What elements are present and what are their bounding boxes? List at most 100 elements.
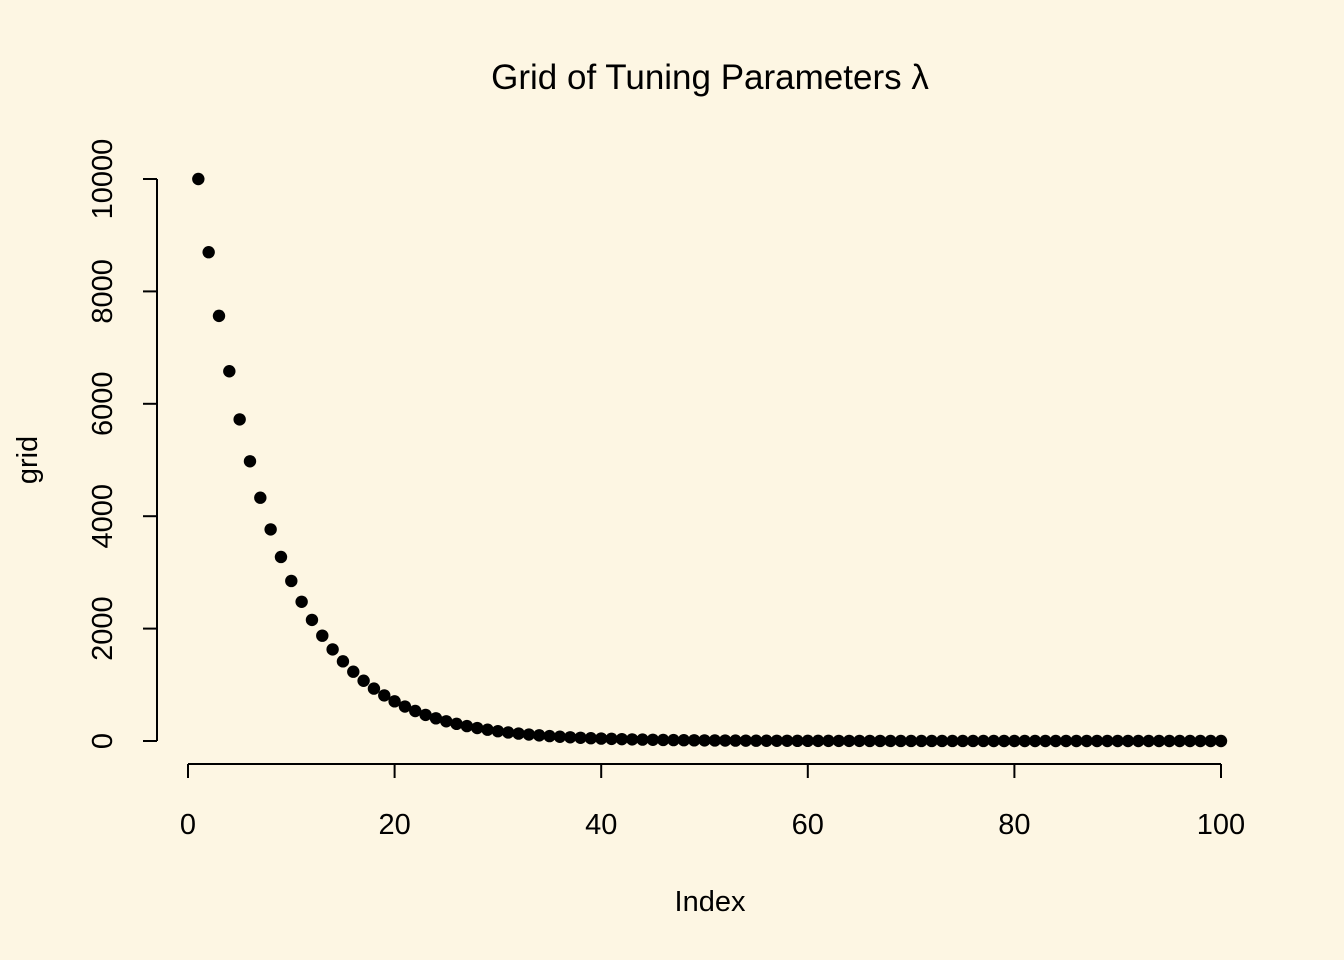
data-point xyxy=(832,734,845,748)
data-point xyxy=(749,734,763,747)
data-point xyxy=(336,655,350,668)
data-point xyxy=(1183,734,1197,748)
data-point xyxy=(502,726,515,739)
data-point xyxy=(770,734,784,747)
data-point xyxy=(677,734,691,747)
data-point xyxy=(367,682,381,695)
data-point xyxy=(739,734,753,747)
y-axis-label: grid xyxy=(12,436,44,484)
data-point xyxy=(543,729,556,743)
data-point xyxy=(997,734,1011,748)
data-point xyxy=(987,734,1000,748)
data-point xyxy=(894,734,907,748)
data-point xyxy=(212,309,226,323)
data-point xyxy=(1039,734,1052,748)
data-point xyxy=(409,704,422,718)
data-point xyxy=(729,734,742,747)
data-point xyxy=(285,574,298,588)
data-point xyxy=(760,734,773,747)
data-point xyxy=(811,734,825,748)
data-point xyxy=(429,712,443,725)
data-point xyxy=(791,734,804,748)
data-point xyxy=(1090,734,1104,748)
y-tick-label: 0 xyxy=(87,733,119,749)
y-tick-label: 8000 xyxy=(87,259,119,324)
data-point xyxy=(646,733,660,746)
data-point xyxy=(946,734,959,748)
data-point xyxy=(1194,734,1207,748)
data-points xyxy=(192,172,1228,748)
data-point xyxy=(243,455,257,468)
data-point xyxy=(687,734,701,747)
x-tick-label: 0 xyxy=(180,809,196,841)
data-point xyxy=(1070,734,1083,748)
data-point xyxy=(625,733,639,746)
y-tick-label: 4000 xyxy=(87,484,119,549)
data-point xyxy=(904,734,918,748)
data-point xyxy=(305,613,319,627)
x-tick-label: 40 xyxy=(585,809,617,841)
data-point xyxy=(450,717,463,731)
data-point xyxy=(1152,734,1166,748)
x-tick-label: 100 xyxy=(1197,809,1245,841)
data-point xyxy=(254,491,267,504)
data-point xyxy=(460,719,474,733)
data-point xyxy=(202,246,215,259)
y-tick-label: 10000 xyxy=(87,139,119,220)
data-point xyxy=(925,734,938,748)
data-point xyxy=(584,732,598,745)
data-point xyxy=(822,734,835,748)
data-point xyxy=(853,734,866,748)
data-point xyxy=(347,665,360,678)
data-point xyxy=(780,734,794,748)
data-point xyxy=(553,730,567,743)
data-point xyxy=(842,734,856,748)
data-point xyxy=(595,732,608,745)
x-axis-label: Index xyxy=(675,886,746,918)
data-point xyxy=(481,723,494,736)
data-point xyxy=(1018,734,1031,748)
data-point xyxy=(1111,734,1124,748)
data-point xyxy=(656,733,670,747)
data-point xyxy=(935,734,949,748)
data-point xyxy=(316,629,329,642)
data-point xyxy=(1101,734,1114,748)
data-point xyxy=(192,172,205,186)
data-point xyxy=(1080,734,1093,748)
data-point xyxy=(1059,734,1073,748)
data-point xyxy=(873,734,887,748)
x-tick-label: 80 xyxy=(998,809,1030,841)
data-point xyxy=(698,734,711,747)
chart-title: Grid of Tuning Parameters λ xyxy=(491,58,929,97)
data-point xyxy=(667,733,680,747)
data-point xyxy=(801,734,814,748)
data-point xyxy=(1163,734,1176,748)
data-point xyxy=(264,523,277,536)
data-point xyxy=(1142,734,1155,748)
data-point xyxy=(533,729,546,742)
x-tick-label: 20 xyxy=(378,809,410,841)
data-point xyxy=(1132,734,1145,748)
data-point xyxy=(605,732,618,746)
data-point xyxy=(1204,734,1217,748)
data-point xyxy=(388,695,401,708)
data-point xyxy=(357,674,370,687)
data-point xyxy=(1121,734,1135,748)
data-point xyxy=(398,700,412,713)
data-point xyxy=(440,715,453,728)
y-tick-label: 2000 xyxy=(87,596,119,661)
data-point xyxy=(378,689,391,702)
data-point xyxy=(1049,734,1062,748)
data-point xyxy=(491,724,505,738)
data-point xyxy=(512,727,525,740)
y-axis: 0 2000 4000 6000 8000 10000 xyxy=(87,139,158,749)
data-point xyxy=(1214,734,1228,748)
data-point xyxy=(274,550,288,564)
data-point xyxy=(615,732,629,746)
data-point xyxy=(419,708,432,722)
y-tick-label: 6000 xyxy=(87,372,119,437)
data-point xyxy=(636,733,649,746)
